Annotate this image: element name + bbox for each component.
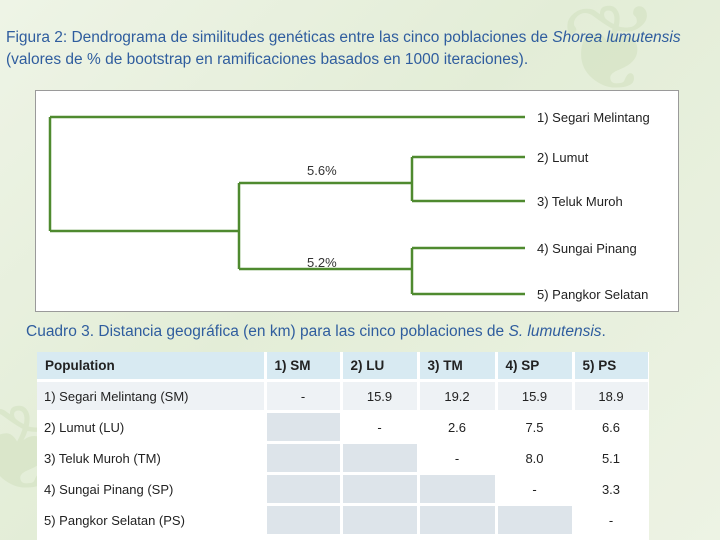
table-caption: Cuadro 3. Distancia geográfica (en km) p…	[26, 321, 716, 343]
distance-cell	[265, 504, 343, 537]
distance-cell: 5.1	[573, 442, 649, 475]
population-cell: 3) Teluk Muroh (TM)	[37, 442, 267, 475]
distance-cell: -	[496, 473, 575, 506]
dendrogram-panel: 1) Segari Melintang 2) Lumut 3) Teluk Muro…	[35, 90, 679, 312]
distance-cell	[496, 504, 575, 537]
distance-cell	[341, 442, 420, 475]
dendrogram-labels: 1) Segari Melintang 2) Lumut 3) Teluk Muro…	[307, 110, 650, 302]
population-cell: 4) Sungai Pinang (SP)	[37, 473, 267, 506]
distance-cell	[418, 504, 498, 537]
figure-caption-text: Figura 2: Dendrograma de similitudes gen…	[6, 29, 553, 46]
distance-cell	[265, 411, 343, 444]
table-row: 3) Teluk Muroh (TM) -8.0 5.1	[37, 442, 649, 475]
column-header: 5) PS	[573, 352, 649, 382]
table-row: 5) Pangkor Selatan (PS) -	[37, 504, 649, 537]
distance-cell: 7.5	[496, 411, 575, 444]
table-caption-text-end: .	[601, 323, 606, 340]
column-header: Population	[37, 352, 267, 382]
dendrogram-branches	[48, 115, 525, 296]
dendrogram: 1) Segari Melintang 2) Lumut 3) Teluk Muro…	[48, 110, 650, 302]
distance-cell: 18.9	[573, 380, 649, 413]
distance-cell: 8.0	[496, 442, 575, 475]
distance-cell: -	[418, 442, 498, 475]
distance-cell: 3.3	[573, 473, 649, 506]
distance-cell	[341, 504, 420, 537]
leaf-label: 1) Segari Melintang	[537, 110, 650, 125]
column-header: 4) SP	[496, 352, 575, 382]
distance-cell: 15.9	[341, 380, 420, 413]
distance-cell: -	[265, 380, 343, 413]
table-row: 2) Lumut (LU) -2.6 7.5 6.6	[37, 411, 649, 444]
population-cell: 1) Segari Melintang (SM)	[37, 380, 267, 413]
table-row: 1) Segari Melintang (SM) -15.9 19.2 15.9 18.…	[37, 380, 649, 413]
distance-cell: 2.6	[418, 411, 498, 444]
distance-cell: 6.6	[573, 411, 649, 444]
distance-cell	[418, 473, 498, 506]
bootstrap-value-lower: 5.2%	[307, 255, 337, 270]
table-row: 4) Sungai Pinang (SP) -3.3	[37, 473, 649, 506]
column-header: 2) LU	[341, 352, 420, 382]
table-header-row: Population 1) SM 2) LU 3) TM 4) SP 5) PS	[37, 352, 649, 382]
column-header: 3) TM	[418, 352, 498, 382]
bootstrap-value-upper: 5.6%	[307, 163, 337, 178]
distance-table: Population 1) SM 2) LU 3) TM 4) SP 5) PS…	[37, 352, 649, 537]
figure-caption-text-end: (valores de % de bootstrap en ramificaci…	[6, 51, 529, 68]
table-caption-text: Cuadro 3. Distancia geográfica (en km) p…	[26, 323, 509, 340]
population-cell: 2) Lumut (LU)	[37, 411, 267, 444]
distance-cell: -	[341, 411, 420, 444]
distance-cell: -	[573, 504, 649, 537]
distance-table-panel: Population 1) SM 2) LU 3) TM 4) SP 5) PS…	[37, 352, 649, 540]
population-cell: 5) Pangkor Selatan (PS)	[37, 504, 267, 537]
leaf-label: 2) Lumut	[537, 150, 589, 165]
leaf-label: 4) Sungai Pinang	[537, 241, 637, 256]
species-name: S. lumutensis	[508, 323, 602, 340]
column-header: 1) SM	[265, 352, 343, 382]
leaf-label: 3) Teluk Muroh	[537, 194, 623, 209]
species-name: Shorea lumutensis	[552, 29, 681, 46]
distance-cell	[341, 473, 420, 506]
leaf-label: 5) Pangkor Selatan	[537, 287, 648, 302]
distance-cell: 15.9	[496, 380, 575, 413]
distance-cell: 19.2	[418, 380, 498, 413]
distance-cell	[265, 473, 343, 506]
figure-caption: Figura 2: Dendrograma de similitudes gen…	[6, 27, 716, 71]
distance-cell	[265, 442, 343, 475]
